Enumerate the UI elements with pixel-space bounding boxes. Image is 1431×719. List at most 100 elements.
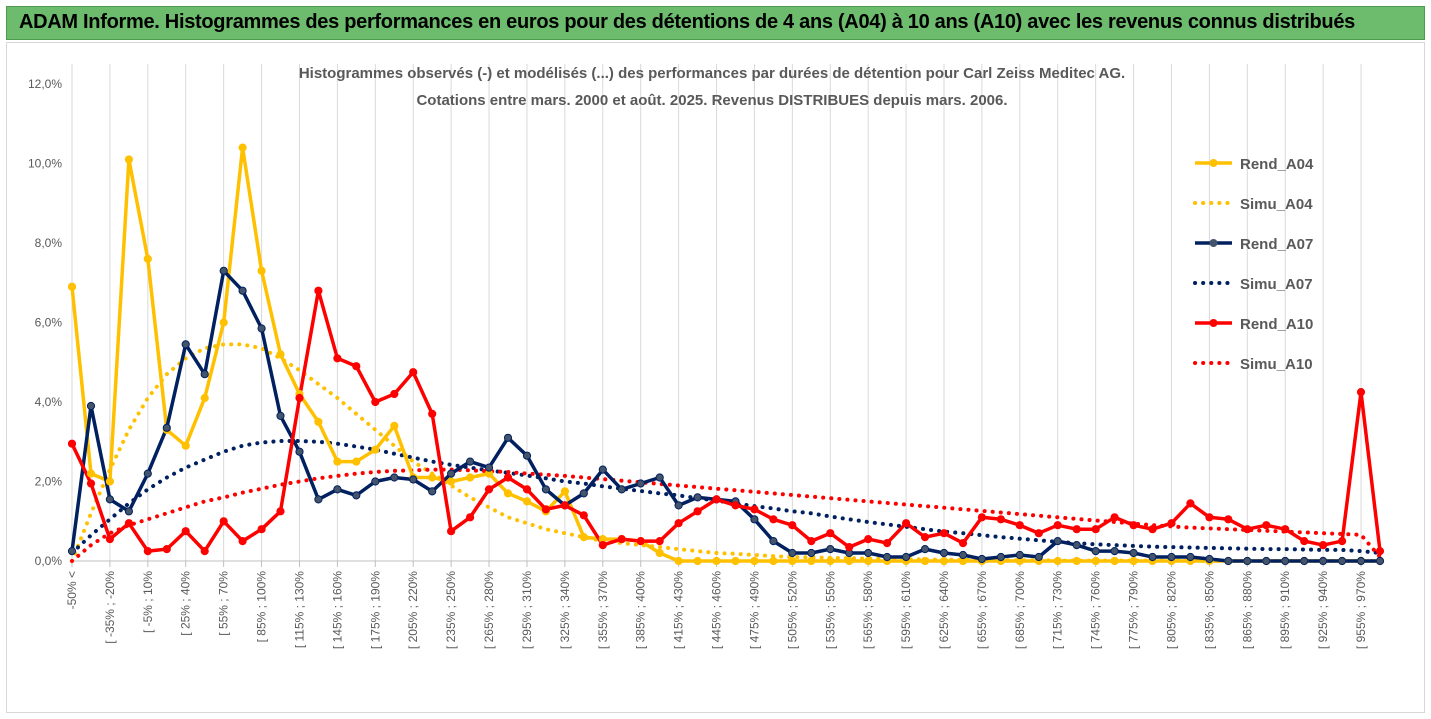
chart-title: Histogrammes observés (-) et modélisés (… — [299, 65, 1125, 82]
series-point-rend-a10 — [1300, 537, 1309, 546]
series-point-rend-a10 — [1319, 541, 1328, 550]
x-tick-label: [ 835% ; 850% — [1202, 571, 1216, 649]
series-point-rend-a04 — [219, 318, 228, 327]
chart-subtitle: Cotations entre mars. 2000 et août. 2025… — [416, 92, 1007, 109]
series-point-rend-a07 — [466, 457, 475, 466]
x-tick-label: [ 55% ; 70% — [217, 571, 231, 636]
series-point-rend-a10 — [1091, 525, 1100, 534]
series-point-rend-a10 — [674, 519, 683, 528]
series-point-rend-a04 — [276, 350, 285, 359]
series-point-rend-a04 — [333, 457, 342, 466]
series-point-rend-a04 — [1091, 556, 1100, 566]
series-point-rend-a07 — [864, 548, 873, 558]
grid-layer — [71, 64, 1362, 561]
series-point-rend-a07 — [883, 552, 892, 562]
report-banner: ADAM Informe. Histogrammes des performan… — [6, 6, 1425, 40]
series-point-rend-a07 — [541, 485, 551, 494]
series-point-rend-a10 — [1338, 537, 1347, 546]
x-tick-label: [ 745% ; 760% — [1089, 571, 1103, 649]
x-tick-label: [ 355% ; 370% — [596, 571, 610, 649]
series-point-rend-a07 — [503, 433, 513, 442]
series-point-rend-a07 — [1110, 547, 1119, 556]
series-point-rend-a07 — [939, 548, 949, 558]
series-point-rend-a04 — [864, 556, 873, 566]
report-title: ADAM Informe. Histogrammes des performan… — [19, 11, 1355, 33]
series-point-rend-a07 — [86, 401, 96, 411]
x-tick-label: [ 175% ; 190% — [368, 571, 382, 649]
series-point-rend-a10 — [845, 543, 854, 552]
series-point-rend-a10 — [371, 397, 380, 407]
legend-marker-rend-a07 — [1209, 239, 1218, 247]
series-point-rend-a10 — [162, 545, 171, 554]
series-point-rend-a10 — [447, 527, 456, 536]
series-point-rend-a07 — [371, 477, 380, 486]
series-point-rend-a10 — [428, 409, 437, 418]
series-point-rend-a04 — [314, 417, 323, 426]
series-point-rend-a07 — [902, 552, 911, 562]
series-point-rend-a04 — [939, 556, 949, 566]
series-point-rend-a10 — [1148, 525, 1157, 534]
series-point-rend-a07 — [920, 545, 930, 554]
x-tick-label: [ 265% ; 280% — [482, 571, 496, 649]
series-line-rend-a04 — [70, 145, 1380, 563]
y-tick-label: 6,0% — [35, 316, 63, 330]
series-point-rend-a10 — [276, 507, 285, 516]
series-line-rend-a07 — [70, 269, 1380, 563]
series-point-rend-a10 — [864, 535, 873, 544]
series-point-rend-a07 — [67, 547, 77, 556]
legend-label-rend-a10: Rend_A10 — [1240, 316, 1313, 333]
series-point-rend-a10 — [1129, 521, 1138, 530]
x-tick-label: [ 715% ; 730% — [1051, 571, 1065, 649]
x-tick-label: [ 25% ; 40% — [179, 571, 193, 636]
series-point-rend-a10 — [67, 439, 77, 448]
series-point-rend-a10 — [617, 535, 626, 544]
series-point-rend-a07 — [276, 411, 285, 420]
series-point-rend-a07 — [390, 473, 399, 482]
series-line-simu-a10 — [70, 467, 1382, 563]
series-point-rend-a04 — [257, 266, 266, 275]
series-point-rend-a07 — [219, 266, 228, 275]
series-point-rend-a10 — [1015, 521, 1024, 530]
series-point-rend-a10 — [409, 368, 418, 377]
series-point-rend-a10 — [390, 389, 399, 399]
series-point-rend-a10 — [105, 535, 115, 544]
series-point-rend-a10 — [712, 495, 721, 504]
series-point-rend-a07 — [807, 548, 816, 558]
series-point-rend-a10 — [1186, 499, 1195, 508]
series-point-rend-a04 — [238, 143, 247, 152]
series-point-rend-a10 — [807, 537, 816, 546]
series-point-rend-a07 — [1338, 556, 1347, 566]
series-point-rend-a04 — [200, 393, 209, 403]
series-point-rend-a07 — [1167, 552, 1176, 562]
series-point-rend-a10 — [1375, 547, 1385, 556]
series-point-rend-a10 — [1167, 519, 1176, 528]
series-point-rend-a04 — [693, 556, 702, 566]
series-point-rend-a07 — [1281, 556, 1290, 566]
x-tick-label: [ 865% ; 880% — [1240, 571, 1254, 649]
series-point-rend-a04 — [390, 421, 399, 430]
series-point-rend-a04 — [731, 556, 740, 566]
series-point-rend-a07 — [598, 465, 607, 474]
x-tick-label: [ 85% ; 100% — [255, 571, 269, 643]
x-tick-label: [ 445% ; 460% — [710, 571, 724, 649]
series-point-rend-a10 — [1072, 525, 1081, 534]
series-point-rend-a04 — [105, 477, 115, 486]
series-point-rend-a07 — [1319, 556, 1328, 566]
chart-frame — [6, 42, 1425, 713]
series-point-rend-a07 — [1091, 547, 1100, 556]
series-point-rend-a07 — [200, 370, 209, 379]
y-tick-label: 8,0% — [35, 236, 63, 250]
series-point-rend-a04 — [788, 556, 797, 566]
series-point-rend-a10 — [579, 511, 588, 520]
series-point-rend-a10 — [541, 505, 551, 514]
series-point-rend-a04 — [124, 155, 133, 164]
series-point-rend-a07 — [1129, 548, 1138, 558]
series-point-rend-a10 — [731, 501, 740, 510]
series-point-rend-a07 — [105, 495, 115, 504]
legend-label-rend-a07: Rend_A07 — [1240, 236, 1313, 253]
legend-marker-rend-a04 — [1209, 159, 1218, 167]
series-point-rend-a04 — [826, 556, 835, 566]
series-point-rend-a10 — [883, 539, 892, 548]
series-point-rend-a10 — [1281, 525, 1290, 534]
series-point-rend-a10 — [769, 515, 778, 524]
